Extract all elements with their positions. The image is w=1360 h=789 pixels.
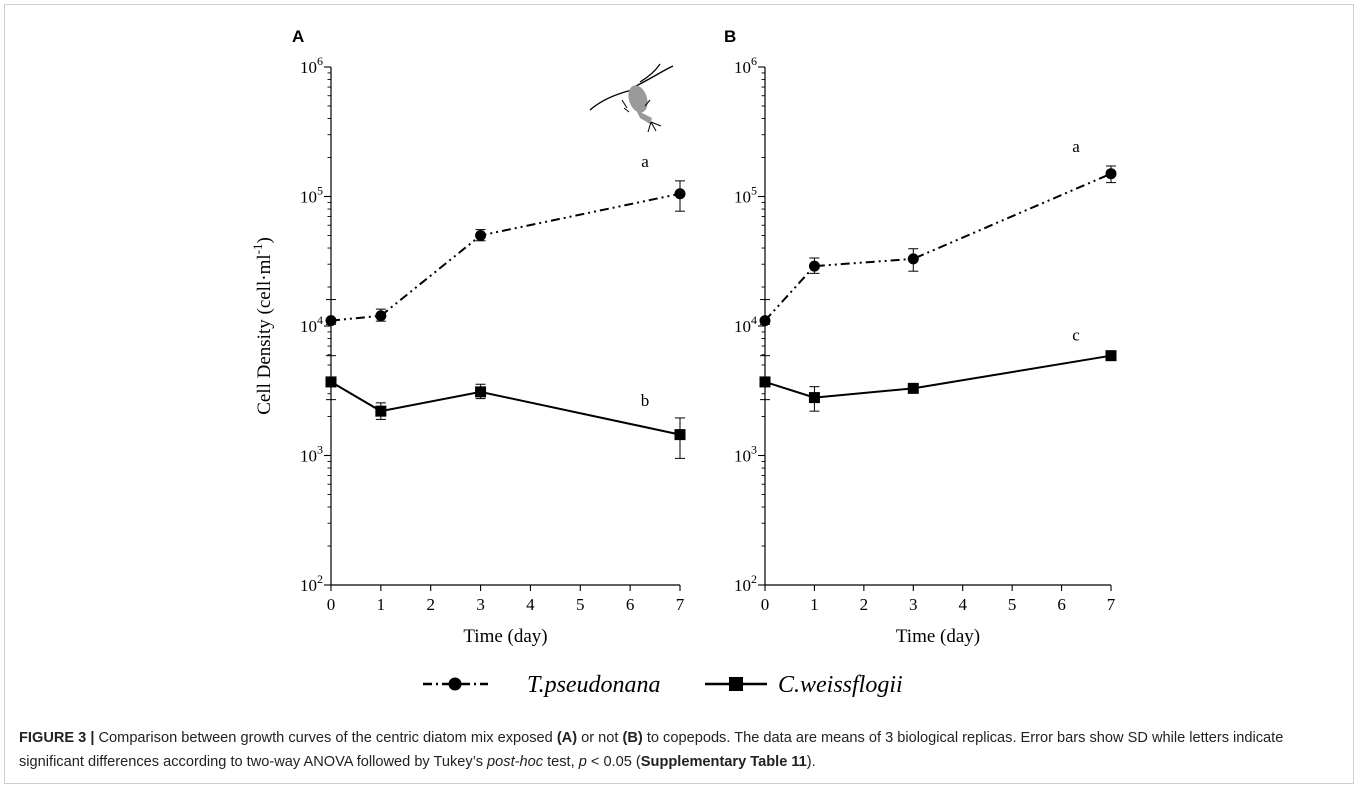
- caption-text: test,: [543, 754, 579, 770]
- y-tick-label: 102: [300, 572, 323, 595]
- data-point-circle: [759, 315, 771, 327]
- x-axis-label: Time (day): [463, 626, 547, 647]
- series-line: [330, 192, 681, 322]
- x-tick-label: 4: [958, 595, 967, 614]
- series-line: [330, 381, 681, 436]
- x-tick-label: 5: [1008, 595, 1017, 614]
- y-tick-label: 103: [734, 443, 757, 466]
- data-point-circle: [475, 229, 487, 241]
- data-point-square: [325, 376, 337, 388]
- legend-marker-square: [729, 677, 743, 691]
- y-tick-label: 104: [734, 313, 757, 336]
- data-point-circle: [907, 253, 919, 265]
- legend-label: T.pseudonana: [527, 672, 661, 698]
- x-tick-label: 0: [761, 595, 770, 614]
- x-axis-label: Time (day): [896, 626, 980, 647]
- data-point-square: [808, 392, 820, 404]
- legend-label: C.weissflogii: [778, 672, 903, 698]
- caption-text: to copepods. The data are means of 3 bio…: [19, 730, 1284, 770]
- x-tick-label: 7: [1107, 595, 1116, 614]
- y-tick-label: 106: [734, 54, 757, 77]
- x-tick-label: 7: [676, 595, 685, 614]
- data-point-circle: [1105, 168, 1117, 180]
- data-point-circle: [674, 188, 686, 200]
- data-point-square: [1105, 350, 1117, 362]
- caption-text: or not: [577, 730, 623, 746]
- significance-letter: a: [1072, 137, 1080, 156]
- data-point-square: [475, 386, 487, 398]
- x-tick-label: 2: [426, 595, 435, 614]
- caption-ref-a: (A): [556, 730, 578, 746]
- x-tick-label: 6: [626, 595, 635, 614]
- legend: T.pseudonana C.weissflogii: [423, 672, 903, 698]
- x-tick-label: 3: [909, 595, 918, 614]
- y-tick-label: 105: [300, 184, 323, 207]
- data-point-square: [375, 405, 387, 417]
- caption-text: Comparison between growth curves of the …: [94, 730, 557, 746]
- caption-p: p: [578, 754, 587, 770]
- panel-label: B: [724, 27, 736, 46]
- copepod-icon: [589, 63, 674, 133]
- caption-text: < 0.05 (: [586, 754, 641, 770]
- figure-caption: FIGURE 3 | Comparison between growth cur…: [19, 726, 1349, 774]
- significance-letter: a: [641, 152, 649, 171]
- significance-letter: b: [641, 391, 650, 410]
- y-tick-label: 106: [300, 54, 323, 77]
- data-point-circle: [375, 310, 387, 322]
- panel-b: B 102 103 104 105 106 0 1 2 3 4 5 6 7 Time (day) a c: [724, 27, 1117, 647]
- x-tick-label: 1: [377, 595, 386, 614]
- x-tick-label: 3: [476, 595, 485, 614]
- y-tick-label: 103: [300, 443, 323, 466]
- x-tick-label: 2: [860, 595, 869, 614]
- data-point-square: [907, 382, 919, 394]
- data-point-circle: [325, 315, 337, 327]
- y-tick-label: 105: [734, 184, 757, 207]
- series-line: [764, 354, 1112, 399]
- series-line: [764, 172, 1112, 322]
- panel-label: A: [292, 27, 304, 46]
- caption-text: ).: [806, 754, 816, 770]
- significance-letter: c: [1072, 325, 1080, 344]
- data-point-circle: [808, 260, 820, 272]
- figure-frame: [4, 4, 1354, 784]
- x-tick-label: 5: [576, 595, 585, 614]
- x-tick-label: 4: [526, 595, 535, 614]
- caption-ref-b: (B): [622, 730, 643, 746]
- y-axis-label: Cell Density (cell·ml-1): [250, 237, 275, 415]
- caption-supp-link[interactable]: Supplementary Table 11: [640, 754, 807, 770]
- panel-a: A 102 103 104 105 106 0 1 2 3 4 5 6 7 Time (day) a b Cell…: [250, 27, 686, 647]
- y-tick-label: 102: [734, 572, 757, 595]
- x-tick-label: 0: [327, 595, 336, 614]
- caption-posthoc: post-hoc: [487, 754, 544, 770]
- x-tick-label: 1: [810, 595, 819, 614]
- data-point-square: [674, 429, 686, 441]
- y-tick-label: 104: [300, 313, 323, 336]
- x-tick-label: 6: [1057, 595, 1066, 614]
- caption-title: FIGURE 3 |: [19, 730, 95, 746]
- legend-marker-circle: [448, 677, 462, 691]
- data-point-square: [759, 376, 771, 388]
